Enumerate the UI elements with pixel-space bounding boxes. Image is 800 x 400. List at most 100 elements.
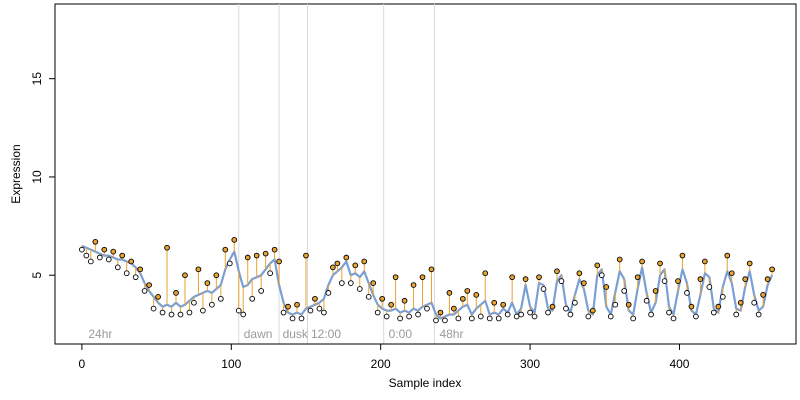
data-point (737, 299, 744, 306)
data-point (101, 246, 108, 253)
data-point (137, 266, 144, 273)
data-point (764, 276, 771, 282)
data-point (321, 309, 327, 316)
x-axis-label: Sample index (389, 376, 462, 390)
data-point (186, 309, 193, 316)
data-point (746, 260, 753, 267)
data-point (527, 309, 533, 316)
data-point (589, 307, 596, 314)
data-point (468, 315, 475, 322)
data-point (132, 274, 139, 281)
data-point (702, 258, 708, 265)
condition-label: 12:00 (311, 327, 341, 341)
data-point (719, 293, 726, 300)
y-tick-label: 15 (30, 72, 44, 86)
data-point (262, 250, 269, 257)
data-point (312, 295, 318, 302)
data-point (742, 276, 749, 282)
data-point (240, 311, 247, 318)
y-axis-label: Expression (9, 144, 23, 203)
data-point (276, 258, 282, 265)
data-point (316, 305, 323, 312)
data-point (715, 303, 722, 310)
x-tick-label: 0 (79, 357, 86, 371)
data-point (110, 248, 117, 255)
data-point (504, 311, 511, 318)
data-point (419, 274, 426, 281)
data-point (455, 315, 462, 322)
data-point (285, 303, 291, 310)
data-point (347, 280, 354, 286)
data-point (217, 295, 224, 302)
data-point (607, 313, 614, 320)
data-point (114, 264, 121, 271)
data-point (733, 311, 740, 318)
data-point (200, 307, 206, 314)
data-point (141, 288, 148, 294)
data-point (298, 315, 305, 322)
data-point (343, 254, 350, 261)
data-point (410, 282, 417, 288)
condition-label: dawn (244, 327, 273, 341)
data-point (433, 317, 439, 324)
x-axis: 0 100 200 300 400 (79, 343, 690, 371)
data-point (522, 276, 529, 282)
data-point (442, 317, 448, 324)
data-point (679, 252, 686, 259)
data-point (661, 278, 668, 284)
data-point (751, 299, 758, 306)
data-point (446, 290, 453, 296)
data-point (755, 311, 762, 318)
data-point (585, 313, 592, 320)
data-point (226, 260, 233, 267)
data-point (464, 288, 471, 294)
data-point (325, 290, 332, 296)
data-point (231, 236, 238, 243)
data-point (710, 309, 717, 316)
data-point (558, 278, 565, 284)
data-point (303, 252, 309, 259)
data-point (630, 315, 637, 322)
data-point (294, 301, 300, 308)
data-point (567, 311, 574, 318)
data-point (330, 264, 336, 271)
data-point (594, 262, 601, 269)
data-point (307, 307, 314, 314)
data-point (388, 301, 394, 308)
data-point (146, 282, 152, 288)
data-point (280, 309, 287, 316)
data-point (554, 268, 560, 275)
data-point (612, 301, 619, 308)
data-point (365, 293, 372, 300)
data-point (352, 262, 359, 269)
data-point (401, 297, 408, 304)
data-point (437, 309, 444, 316)
data-point (760, 292, 766, 298)
data-point (289, 315, 296, 322)
condition-labels: 24hr dawn dusk 12:00 0:00 48hr (88, 327, 463, 341)
data-point (253, 252, 260, 259)
data-point (495, 315, 502, 322)
data-point (697, 276, 704, 282)
condition-dividers (238, 4, 435, 344)
condition-label: 24hr (88, 327, 112, 341)
data-point (168, 311, 175, 318)
data-point (177, 311, 184, 318)
data-point (397, 315, 403, 322)
x-tick-label: 100 (221, 357, 241, 371)
data-point (392, 274, 399, 281)
data-point (83, 252, 90, 259)
data-point (191, 299, 197, 306)
data-point (491, 299, 498, 306)
data-point (536, 274, 542, 281)
data-point (96, 254, 103, 261)
data-point (706, 284, 713, 290)
data-point (684, 290, 690, 296)
data-point (164, 244, 170, 251)
data-point (545, 309, 551, 316)
data-point (688, 303, 695, 310)
data-point (666, 309, 672, 316)
data-point (338, 280, 345, 286)
data-point (383, 313, 390, 320)
condition-label: dusk (283, 327, 309, 341)
